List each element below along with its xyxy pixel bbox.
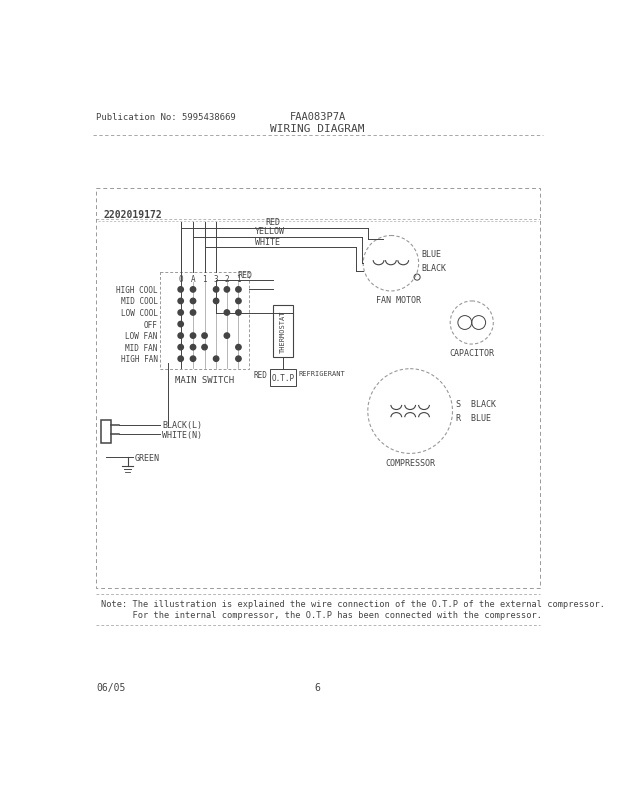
Circle shape [190, 357, 196, 362]
Circle shape [178, 322, 184, 327]
Circle shape [224, 334, 229, 339]
Text: 1: 1 [202, 274, 207, 284]
Circle shape [213, 287, 219, 293]
Circle shape [213, 357, 219, 362]
Text: BLACK: BLACK [422, 263, 446, 272]
Text: BLACK(L): BLACK(L) [162, 421, 202, 430]
Circle shape [236, 357, 241, 362]
Circle shape [236, 287, 241, 293]
Text: GREEN: GREEN [135, 453, 159, 462]
Circle shape [236, 299, 241, 304]
Circle shape [178, 310, 184, 316]
Circle shape [190, 310, 196, 316]
Circle shape [178, 287, 184, 293]
Text: 06/05: 06/05 [96, 683, 125, 692]
Text: FAA083P7A: FAA083P7A [290, 111, 346, 122]
Text: HIGH COOL: HIGH COOL [116, 286, 157, 294]
Text: LOW COOL: LOW COOL [121, 309, 157, 318]
Text: WHITE: WHITE [255, 237, 280, 246]
Circle shape [178, 334, 184, 339]
Text: 3: 3 [214, 274, 218, 284]
Circle shape [190, 334, 196, 339]
Circle shape [190, 345, 196, 350]
Circle shape [190, 299, 196, 304]
Text: 1: 1 [236, 274, 241, 284]
Text: Note: The illustration is explained the wire connection of the O.T.P of the exte: Note: The illustration is explained the … [100, 599, 604, 608]
Text: LOW FAN: LOW FAN [125, 332, 157, 341]
Text: A: A [191, 274, 195, 284]
Circle shape [236, 310, 241, 316]
Text: WIRING DIAGRAM: WIRING DIAGRAM [270, 124, 365, 134]
Text: 6: 6 [315, 683, 321, 692]
Text: YELLOW: YELLOW [255, 227, 285, 237]
Text: 0: 0 [179, 274, 183, 284]
Text: REFRIGERANT: REFRIGERANT [298, 371, 345, 377]
Text: COMPRESSOR: COMPRESSOR [385, 459, 435, 468]
Circle shape [178, 357, 184, 362]
Circle shape [236, 345, 241, 350]
Circle shape [202, 345, 207, 350]
Text: MID FAN: MID FAN [125, 343, 157, 352]
Text: THERMOSTAT: THERMOSTAT [280, 310, 286, 353]
Text: CAPACITOR: CAPACITOR [450, 349, 494, 358]
Circle shape [202, 334, 207, 339]
Circle shape [224, 287, 229, 293]
Text: FAN MOTOR: FAN MOTOR [376, 295, 421, 305]
Text: RED: RED [237, 270, 252, 279]
Text: O.T.P: O.T.P [272, 373, 294, 383]
Circle shape [190, 287, 196, 293]
Text: 2202019172: 2202019172 [104, 210, 162, 220]
Circle shape [213, 299, 219, 304]
Text: MID COOL: MID COOL [121, 297, 157, 306]
Text: R  BLUE: R BLUE [456, 413, 490, 422]
Text: MAIN SWITCH: MAIN SWITCH [175, 375, 234, 384]
Text: RED: RED [254, 371, 268, 380]
Circle shape [224, 310, 229, 316]
Text: 2: 2 [224, 274, 229, 284]
Text: Publication No: 5995438669: Publication No: 5995438669 [96, 113, 236, 122]
Text: OFF: OFF [144, 320, 157, 329]
Text: BLUE: BLUE [422, 250, 441, 259]
Text: HIGH FAN: HIGH FAN [121, 354, 157, 364]
Text: For the internal compressor, the O.T.P has been connected with the compressor.: For the internal compressor, the O.T.P h… [100, 610, 542, 619]
Text: RED: RED [265, 218, 281, 227]
Text: S  BLACK: S BLACK [456, 399, 495, 408]
Circle shape [178, 345, 184, 350]
Circle shape [178, 299, 184, 304]
Text: WHITE(N): WHITE(N) [162, 430, 202, 439]
